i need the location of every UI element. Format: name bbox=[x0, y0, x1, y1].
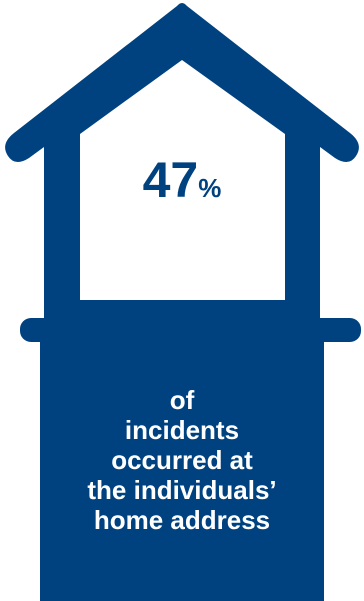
statistic-caption: of incidents occurred at the individuals… bbox=[40, 385, 324, 535]
caption-line: incidents bbox=[124, 415, 240, 445]
statistic-number: 47 bbox=[142, 152, 199, 208]
house-window-shape bbox=[80, 60, 285, 300]
caption-line: occurred at bbox=[111, 445, 253, 475]
caption-line: of bbox=[169, 385, 195, 415]
statistic-unit: % bbox=[198, 173, 222, 203]
caption-line: the individuals’ bbox=[87, 475, 277, 505]
caption-line: home address bbox=[93, 505, 271, 535]
statistic-value: 47% bbox=[80, 155, 284, 205]
house-body-shape bbox=[40, 330, 324, 601]
